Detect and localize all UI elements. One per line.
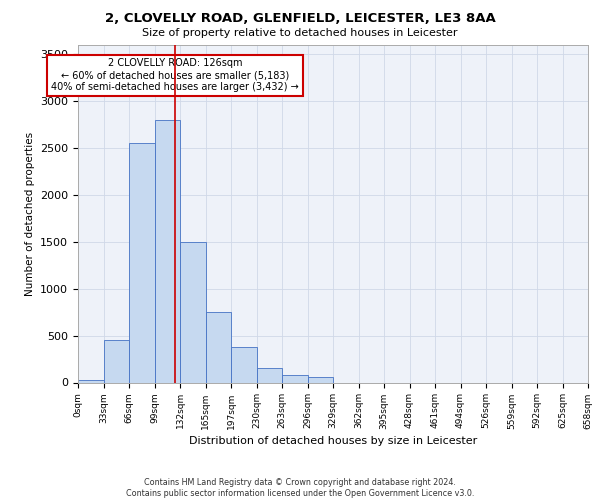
Bar <box>231 347 257 382</box>
Bar <box>205 312 231 382</box>
Bar <box>155 120 180 382</box>
Bar <box>257 368 282 382</box>
Bar <box>104 340 129 382</box>
Bar <box>180 242 205 382</box>
Bar <box>308 377 333 382</box>
Text: 2, CLOVELLY ROAD, GLENFIELD, LEICESTER, LE3 8AA: 2, CLOVELLY ROAD, GLENFIELD, LEICESTER, … <box>104 12 496 26</box>
Text: 2 CLOVELLY ROAD: 126sqm
← 60% of detached houses are smaller (5,183)
40% of semi: 2 CLOVELLY ROAD: 126sqm ← 60% of detache… <box>51 58 299 92</box>
Text: Size of property relative to detached houses in Leicester: Size of property relative to detached ho… <box>142 28 458 38</box>
Bar <box>78 380 104 382</box>
Y-axis label: Number of detached properties: Number of detached properties <box>25 132 35 296</box>
Bar <box>282 375 308 382</box>
X-axis label: Distribution of detached houses by size in Leicester: Distribution of detached houses by size … <box>189 436 477 446</box>
Text: Contains HM Land Registry data © Crown copyright and database right 2024.
Contai: Contains HM Land Registry data © Crown c… <box>126 478 474 498</box>
Bar <box>129 144 155 382</box>
